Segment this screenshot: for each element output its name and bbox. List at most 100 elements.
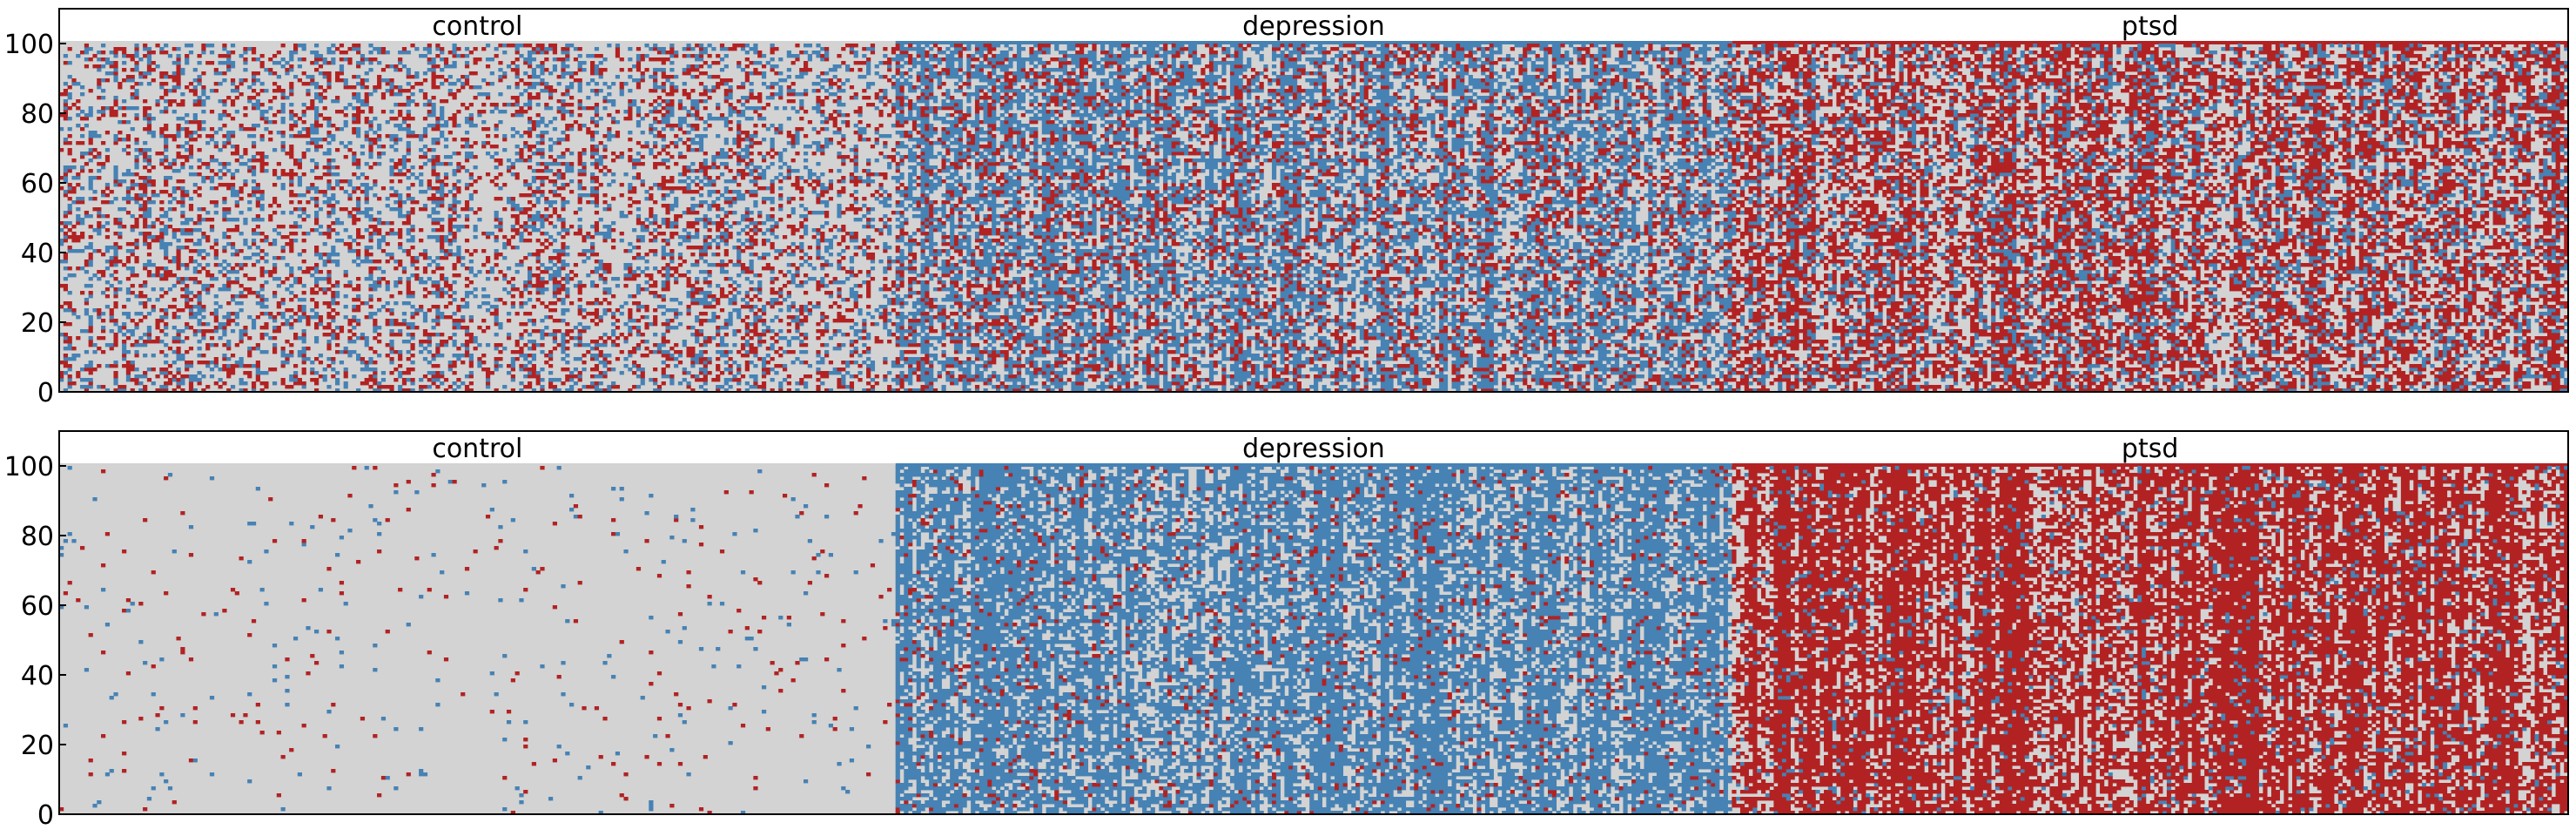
heatmap-cell-depression	[189, 197, 193, 200]
heatmap-cell-depression	[168, 218, 172, 221]
heatmap-cell-ptsd	[268, 138, 272, 141]
heatmap-cell-depression	[214, 308, 219, 315]
heatmap-cell-ptsd	[745, 266, 750, 273]
heatmap-cell-depression	[716, 385, 720, 388]
heatmap-cell-ptsd	[649, 127, 653, 131]
heatmap-cell-ptsd	[586, 127, 590, 134]
heatmap-cell-depression	[435, 211, 440, 214]
heatmap-cell-depression	[347, 340, 352, 343]
heatmap-cell-ptsd	[381, 145, 386, 148]
heatmap-cell-depression	[695, 99, 699, 110]
heatmap-cell-depression	[393, 68, 398, 71]
heatmap-cell-depression	[97, 277, 101, 280]
heatmap-cell-ptsd	[435, 64, 440, 68]
heatmap-cell-ptsd	[440, 179, 444, 183]
heatmap-cell-ptsd	[481, 232, 486, 235]
heatmap-cell-ptsd	[168, 371, 172, 374]
heatmap-cell-ptsd	[126, 361, 131, 374]
heatmap-cell-ptsd	[736, 85, 741, 89]
heatmap-cell-ptsd	[586, 106, 590, 110]
heatmap-cell-ptsd	[272, 169, 277, 176]
heatmap-cell-ptsd	[494, 134, 499, 138]
heatmap-cell-depression	[407, 197, 411, 200]
heatmap-cell-ptsd	[281, 89, 286, 92]
heatmap-cell-ptsd	[360, 78, 365, 85]
heatmap-cell-ptsd	[360, 301, 365, 305]
heatmap-cell-ptsd	[134, 172, 138, 176]
heatmap-cell-depression	[611, 82, 615, 85]
heatmap-cell-ptsd	[198, 99, 202, 106]
heatmap-cell-depression	[745, 96, 750, 99]
heatmap-cell-depression	[201, 374, 205, 378]
heatmap-cell-depression	[519, 134, 523, 138]
heatmap-cell-ptsd	[456, 378, 461, 381]
heatmap-cell-depression	[628, 319, 632, 322]
heatmap-cell-ptsd	[289, 124, 293, 131]
heatmap-cell-ptsd	[599, 319, 603, 322]
heatmap-cell-depression	[720, 68, 724, 71]
heatmap-cell-ptsd	[623, 284, 628, 287]
heatmap-cell-ptsd	[134, 322, 138, 326]
heatmap-cell-ptsd	[281, 131, 286, 134]
heatmap-cell-ptsd	[586, 350, 590, 354]
heatmap-cell-ptsd	[205, 176, 210, 179]
heatmap-cell-depression	[657, 85, 662, 89]
heatmap-cell-ptsd	[314, 176, 319, 179]
heatmap-cell-ptsd	[122, 120, 126, 124]
heatmap-cell-depression	[419, 134, 423, 141]
heatmap-cell-ptsd	[92, 64, 97, 68]
heatmap-cell-depression	[319, 354, 323, 357]
heatmap-cell-ptsd	[523, 131, 528, 134]
heatmap-cell-ptsd	[164, 312, 168, 315]
heatmap-cell-ptsd	[469, 51, 474, 54]
heatmap-cell-depression	[84, 113, 89, 117]
heatmap-cell-depression	[281, 301, 286, 305]
heatmap-cell-depression	[110, 246, 114, 249]
heatmap-cell-ptsd	[222, 273, 226, 277]
heatmap-cell-ptsd	[201, 162, 205, 165]
heatmap-cell-depression	[423, 347, 427, 350]
heatmap-cell-depression	[368, 61, 373, 64]
heatmap-cell-ptsd	[590, 193, 595, 197]
heatmap-cell-depression	[653, 183, 657, 186]
heatmap-cell-ptsd	[89, 235, 93, 239]
heatmap-cell-ptsd	[272, 367, 277, 371]
heatmap-cell-depression	[695, 141, 699, 145]
heatmap-cell-ptsd	[774, 333, 778, 336]
heatmap-cell-ptsd	[745, 99, 750, 103]
heatmap-cell-depression	[678, 99, 683, 103]
heatmap-cell-depression	[644, 44, 649, 47]
heatmap-cell-depression	[180, 280, 185, 284]
heatmap-cell-ptsd	[198, 165, 202, 169]
heatmap-cell-ptsd	[306, 127, 310, 138]
heatmap-cell-ptsd	[762, 186, 766, 190]
heatmap-cell-ptsd	[260, 61, 265, 68]
heatmap-cell-ptsd	[256, 214, 260, 218]
heatmap-cell-ptsd	[131, 92, 135, 96]
heatmap-cell-depression	[138, 343, 143, 347]
heatmap-cell-ptsd	[159, 162, 164, 165]
heatmap-cell-ptsd	[695, 110, 699, 117]
heatmap-cell-depression	[423, 312, 427, 322]
heatmap-cell-ptsd	[314, 57, 319, 61]
heatmap-cell-ptsd	[678, 263, 683, 266]
heatmap-cell-ptsd	[352, 214, 356, 225]
heatmap-cell-depression	[126, 298, 131, 301]
heatmap-cell-depression	[281, 211, 286, 214]
heatmap-cell-depression	[352, 260, 356, 263]
heatmap-cell-depression	[293, 371, 298, 374]
heatmap-cell-depression	[540, 385, 544, 388]
heatmap-cell-depression	[340, 127, 344, 131]
heatmap-cell-ptsd	[716, 253, 720, 256]
heatmap-cell-ptsd	[507, 239, 511, 246]
heatmap-cell-depression	[314, 44, 319, 47]
heatmap-cell-ptsd	[628, 190, 632, 193]
heatmap-cell-ptsd	[724, 89, 729, 96]
heatmap-cell-ptsd	[323, 326, 327, 329]
heatmap-cell-depression	[185, 287, 189, 294]
heatmap-cell-ptsd	[381, 47, 386, 54]
heatmap-cell-ptsd	[407, 367, 411, 374]
heatmap-cell-depression	[569, 71, 574, 75]
heatmap-cell-ptsd	[741, 263, 745, 270]
heatmap-cell-ptsd	[644, 113, 649, 117]
